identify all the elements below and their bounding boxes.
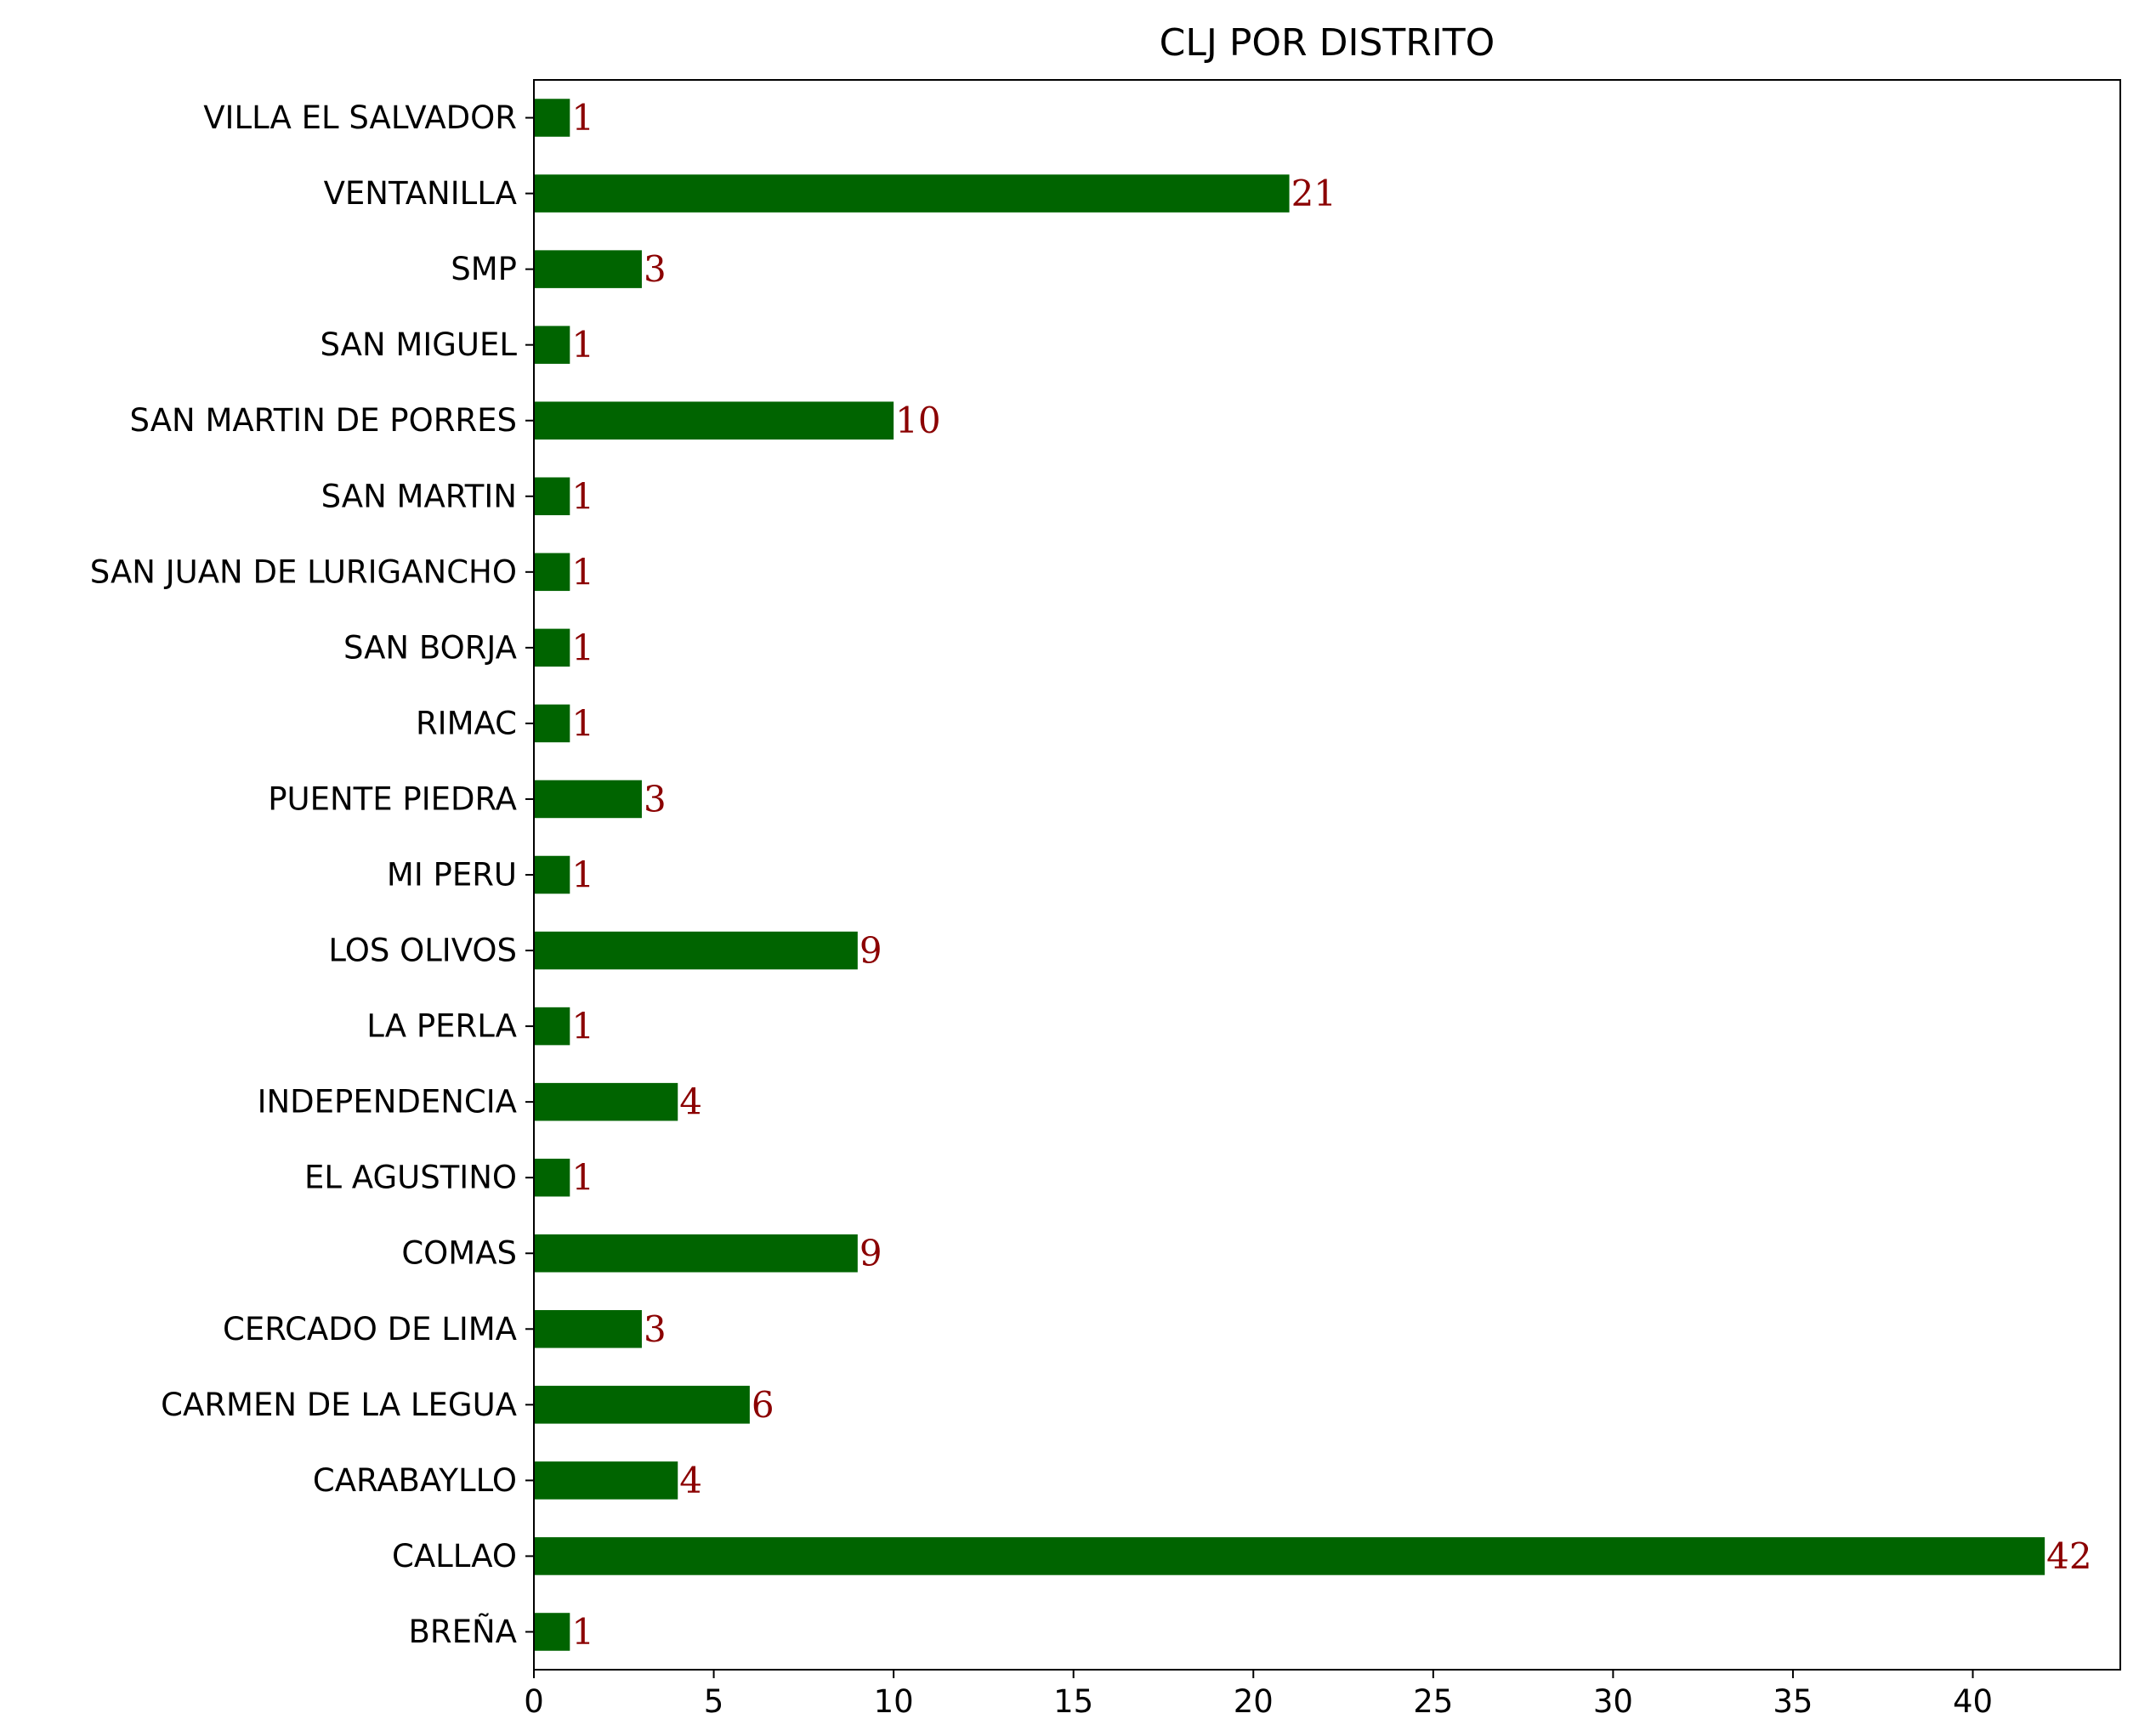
chart-title: CLJ POR DISTRITO <box>1160 21 1495 65</box>
bar <box>534 780 642 819</box>
x-tick-label: 15 <box>1053 1683 1093 1720</box>
data-label: 1 <box>571 97 594 139</box>
bar <box>534 1007 570 1046</box>
x-tick-label: 25 <box>1413 1683 1453 1720</box>
plot-area: BREÑA 1 CALLAO 42 CARABAYLLO 4 CARMEN DE LA LE… <box>90 79 2121 1720</box>
data-label: 1 <box>571 1611 594 1653</box>
y-tick-label: LA PERLA <box>366 1008 517 1045</box>
y-tick-label: LOS OLIVOS <box>328 933 517 969</box>
data-label: 1 <box>571 1157 594 1199</box>
y-tick-label: BREÑA <box>409 1613 517 1650</box>
data-label: 3 <box>644 1308 667 1350</box>
y-tick-label: SAN MARTIN <box>321 478 517 514</box>
bar <box>534 1158 570 1197</box>
data-label: 9 <box>860 1233 882 1274</box>
data-label: 1 <box>571 551 594 593</box>
y-tick-label: INDEPENDENCIA <box>258 1084 517 1120</box>
x-tick-label: 10 <box>874 1683 914 1720</box>
bar <box>534 704 570 743</box>
bar <box>534 401 894 440</box>
data-label: 42 <box>2046 1535 2091 1577</box>
y-tick-label: MI PERU <box>387 857 517 894</box>
bar <box>534 326 570 364</box>
data-label: 1 <box>571 324 594 366</box>
bar <box>534 1386 750 1424</box>
y-tick-label: SAN BORJA <box>343 629 517 666</box>
bar <box>534 553 570 592</box>
bar <box>534 1310 642 1348</box>
plot-frame <box>533 79 2121 1671</box>
data-label: 3 <box>644 248 667 290</box>
x-tick-label: 20 <box>1234 1683 1274 1720</box>
bar <box>534 1461 678 1500</box>
data-label: 21 <box>1291 173 1336 214</box>
x-tick-label: 5 <box>704 1683 724 1720</box>
data-label: 1 <box>571 627 594 668</box>
y-tick-label: VENTANILLA <box>324 175 517 212</box>
y-tick-label: CALLAO <box>392 1538 517 1574</box>
data-label: 6 <box>752 1384 774 1426</box>
data-label: 1 <box>571 702 594 744</box>
bar <box>534 174 1290 213</box>
data-label: 9 <box>860 930 882 972</box>
y-tick-label: PUENTE PIEDRA <box>268 780 517 817</box>
y-tick-label: COMAS <box>401 1235 517 1272</box>
bar <box>534 855 570 894</box>
y-tick-label: SAN JUAN DE LURIGANCHO <box>90 553 517 590</box>
y-tick-label: CARMEN DE LA LEGUA <box>161 1387 517 1423</box>
x-tick-label: 0 <box>524 1683 544 1720</box>
y-tick-label: SAN MIGUEL <box>320 326 517 363</box>
bar <box>534 477 570 516</box>
bar <box>534 628 570 667</box>
y-tick-label: CARABAYLLO <box>313 1462 517 1499</box>
data-label: 4 <box>679 1460 702 1501</box>
data-label: 3 <box>644 778 667 820</box>
x-tick-label: 30 <box>1593 1683 1633 1720</box>
bar <box>534 250 642 288</box>
bar <box>534 931 858 970</box>
y-tick-label: SMP <box>451 251 517 287</box>
data-label: 10 <box>895 400 940 441</box>
bar <box>534 1613 570 1651</box>
bar <box>534 1082 678 1121</box>
bar <box>534 99 570 137</box>
data-label: 4 <box>679 1081 702 1123</box>
bar <box>534 1234 858 1273</box>
bar <box>534 1537 2045 1575</box>
data-label: 1 <box>571 854 594 896</box>
y-tick-label: VILLA EL SALVADOR <box>203 99 517 136</box>
x-tick-label: 35 <box>1773 1683 1813 1720</box>
y-tick-label: RIMAC <box>416 705 517 741</box>
data-label: 1 <box>571 475 594 517</box>
x-tick-label: 40 <box>1953 1683 1993 1720</box>
y-tick-label: SAN MARTIN DE PORRES <box>130 402 517 439</box>
data-label: 1 <box>571 1006 594 1047</box>
y-tick-label: EL AGUSTINO <box>304 1160 517 1196</box>
y-tick-label: CERCADO DE LIMA <box>223 1311 517 1347</box>
